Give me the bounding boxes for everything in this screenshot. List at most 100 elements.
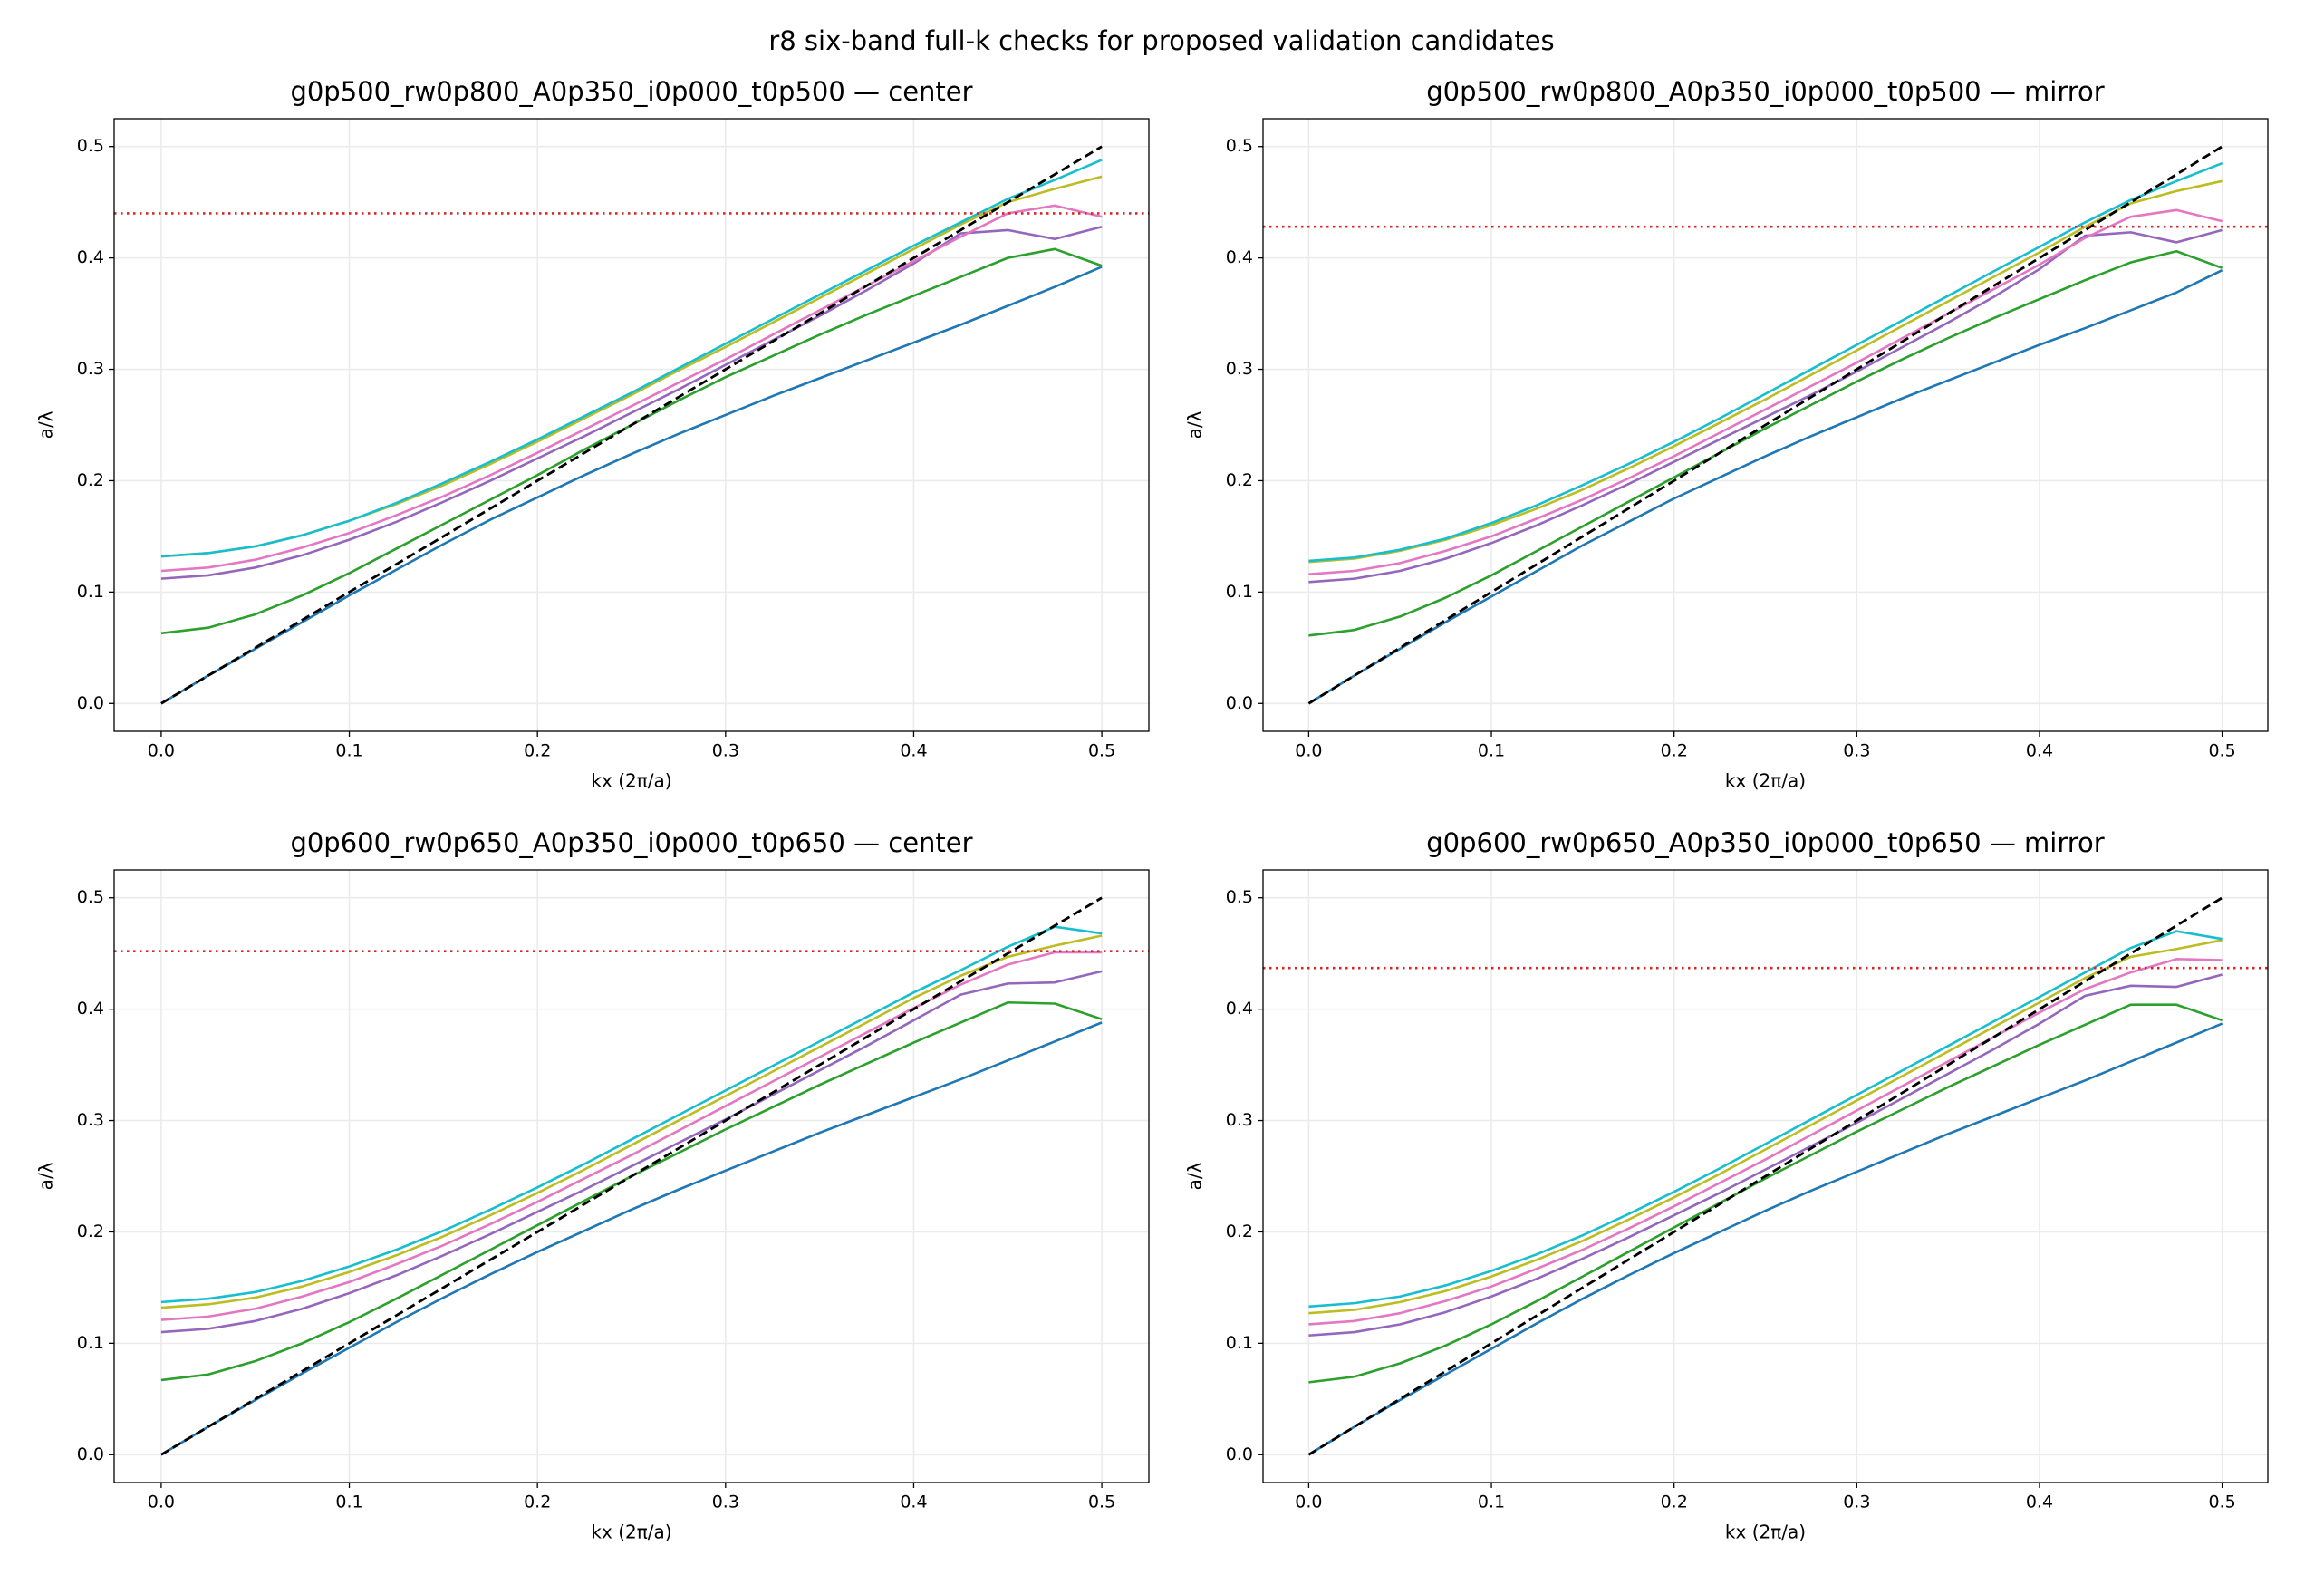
- y-tick-label: 0.4: [1226, 999, 1253, 1019]
- x-tick-label: 0.5: [2208, 1492, 2235, 1512]
- axes-frame: [1262, 869, 2269, 1483]
- y-tick-label: 0.1: [1226, 582, 1253, 602]
- x-tick-label: 0.1: [1478, 1492, 1505, 1512]
- x-tick-label: 0.0: [148, 1492, 175, 1512]
- y-tick-label: 0.1: [1226, 1333, 1253, 1353]
- y-tick-label: 0.5: [1226, 136, 1253, 156]
- x-tick-label: 0.2: [1661, 741, 1688, 761]
- x-tick-label: 0.4: [2026, 1492, 2053, 1512]
- light-line: [1307, 896, 2223, 1456]
- y-tick-label: 0.4: [77, 999, 104, 1019]
- y-tick-label: 0.2: [77, 470, 104, 490]
- band-line: [160, 934, 1103, 1309]
- band-line: [1308, 161, 2223, 563]
- light-line: [160, 896, 1103, 1456]
- x-tick-label: 0.2: [1661, 1492, 1688, 1512]
- x-tick-label: 0.0: [148, 741, 175, 761]
- band-line: [160, 204, 1103, 573]
- x-tick-label: 0.3: [1843, 1492, 1870, 1512]
- plot-area: [1263, 145, 2268, 705]
- x-tick-label: 0.5: [2208, 741, 2235, 761]
- y-tick-label: 0.3: [77, 359, 104, 379]
- band-line: [160, 951, 1103, 1321]
- y-axis-label: a/λ: [35, 1162, 57, 1190]
- y-tick-label: 0.4: [1226, 247, 1253, 267]
- y-tick-label: 0.2: [1226, 1222, 1253, 1241]
- band-line: [1308, 228, 2223, 584]
- band-line: [1308, 249, 2223, 637]
- y-tick-label: 0.2: [1226, 470, 1253, 490]
- x-tick-label: 0.1: [335, 1492, 362, 1512]
- band-line: [160, 1000, 1103, 1382]
- x-axis-label: kx (2π/a): [591, 770, 671, 792]
- x-tick-label: 0.0: [1295, 1492, 1322, 1512]
- y-axis-label: a/λ: [1184, 410, 1206, 439]
- axes-frame: [113, 118, 1150, 732]
- y-tick-label: 0.5: [77, 887, 104, 907]
- subplot: g0p600_rw0p650_A0p350_i0p000_t0p650 — ce…: [35, 827, 1150, 1543]
- y-axis-label: a/λ: [35, 410, 57, 439]
- y-axis-label: a/λ: [1184, 1162, 1206, 1190]
- band-line: [1308, 958, 2223, 1326]
- band-line: [160, 266, 1103, 705]
- axes-frame: [1262, 118, 2269, 732]
- y-tick-label: 0.4: [77, 247, 104, 267]
- band-line: [1308, 973, 2223, 1338]
- y-tick-label: 0.3: [77, 1110, 104, 1130]
- y-tick-label: 0.1: [77, 1333, 104, 1353]
- x-tick-label: 0.4: [900, 1492, 927, 1512]
- band-line: [160, 970, 1103, 1334]
- plot-area: [114, 896, 1149, 1456]
- x-tick-label: 0.2: [524, 741, 551, 761]
- x-axis-label: kx (2π/a): [591, 1521, 671, 1543]
- x-tick-label: 0.3: [712, 1492, 739, 1512]
- band-line: [160, 247, 1103, 635]
- band-line: [160, 925, 1103, 1304]
- x-tick-label: 0.0: [1295, 741, 1322, 761]
- band-line: [160, 159, 1103, 558]
- y-tick-label: 0.5: [77, 136, 104, 156]
- subplot: g0p600_rw0p650_A0p350_i0p000_t0p650 — mi…: [1184, 827, 2269, 1543]
- plot-area: [1263, 896, 2268, 1456]
- band-line: [1307, 268, 2223, 705]
- band-line: [160, 1021, 1103, 1456]
- y-tick-label: 0.3: [1226, 359, 1253, 379]
- y-tick-label: 0.2: [77, 1222, 104, 1241]
- x-tick-label: 0.5: [1088, 1492, 1115, 1512]
- subplot: g0p500_rw0p800_A0p350_i0p000_t0p500 — ce…: [35, 76, 1150, 792]
- axes-frame: [113, 869, 1150, 1483]
- y-tick-label: 0.3: [1226, 1110, 1253, 1130]
- x-tick-label: 0.5: [1088, 741, 1115, 761]
- subplot-title: g0p500_rw0p800_A0p350_i0p000_t0p500 — ce…: [290, 76, 972, 107]
- x-tick-label: 0.3: [712, 741, 739, 761]
- light-line: [1307, 145, 2223, 705]
- y-tick-label: 0.1: [77, 582, 104, 602]
- x-tick-label: 0.2: [524, 1492, 551, 1512]
- band-line: [1308, 939, 2223, 1315]
- y-tick-label: 0.0: [1226, 693, 1253, 713]
- x-axis-label: kx (2π/a): [1725, 770, 1806, 792]
- band-line: [1308, 179, 2223, 564]
- x-tick-label: 0.1: [335, 741, 362, 761]
- band-line: [160, 225, 1103, 580]
- band-line: [1308, 208, 2223, 575]
- subplot-title: g0p500_rw0p800_A0p350_i0p000_t0p500 — mi…: [1426, 76, 2105, 107]
- y-tick-label: 0.0: [77, 693, 104, 713]
- subplot: g0p500_rw0p800_A0p350_i0p000_t0p500 — mi…: [1184, 76, 2269, 792]
- subplot-title: g0p600_rw0p650_A0p350_i0p000_t0p650 — mi…: [1426, 827, 2105, 858]
- x-tick-label: 0.4: [900, 741, 927, 761]
- band-line: [1308, 930, 2223, 1309]
- x-tick-label: 0.4: [2026, 741, 2053, 761]
- band-line: [1308, 1003, 2223, 1384]
- band-line: [1307, 1022, 2223, 1456]
- subplot-title: g0p600_rw0p650_A0p350_i0p000_t0p650 — ce…: [290, 827, 972, 858]
- y-tick-label: 0.5: [1226, 887, 1253, 907]
- y-tick-label: 0.0: [1226, 1444, 1253, 1464]
- x-tick-label: 0.3: [1843, 741, 1870, 761]
- plot-area: [114, 145, 1149, 705]
- figure-title: r8 six-band full-k checks for proposed v…: [768, 25, 1554, 56]
- x-axis-label: kx (2π/a): [1725, 1521, 1806, 1543]
- light-line: [160, 145, 1103, 705]
